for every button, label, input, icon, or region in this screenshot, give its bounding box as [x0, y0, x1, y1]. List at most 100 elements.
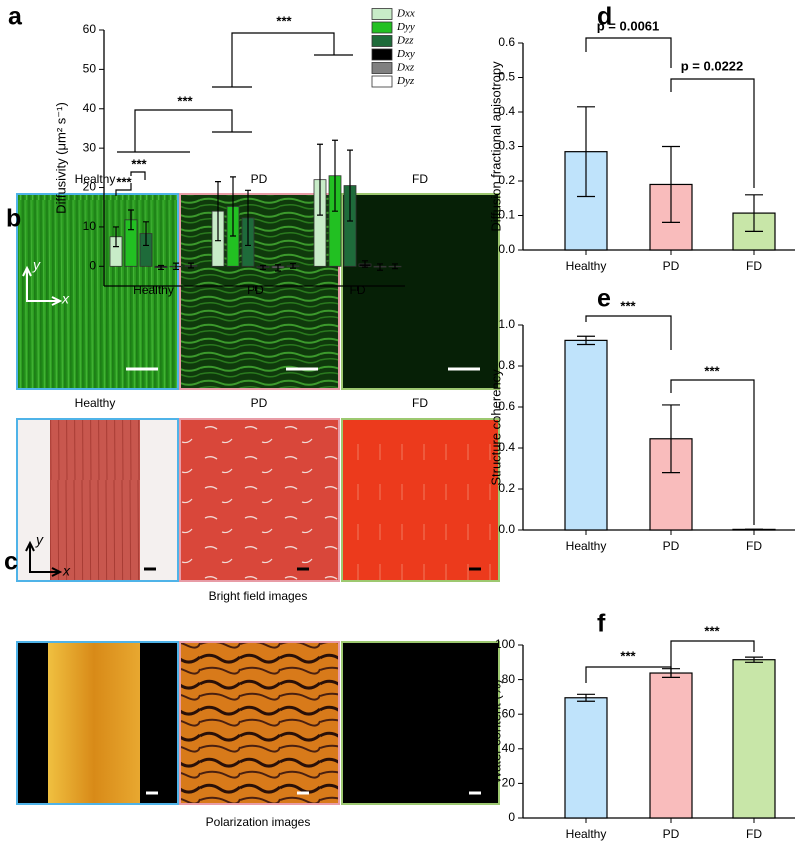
x-tick-label: FD: [746, 259, 762, 273]
significance-label: ***: [620, 648, 636, 663]
x-tick-label: FD: [350, 283, 366, 297]
panel-letter: f: [597, 610, 606, 638]
y-tick-label: 20: [83, 180, 97, 194]
x-tick-label: PD: [663, 259, 680, 273]
significance-bracket: [117, 109, 252, 153]
legend-swatch: [371, 8, 393, 20]
significance-bracket: [130, 171, 146, 180]
significance-bracket: [670, 379, 755, 525]
significance-bracket: [115, 183, 132, 196]
chart-d: d 0.0 0.1 0.2 0.3 0.4 0.5 0.6 Diffusion fraction…: [488, 3, 795, 273]
image-panel-c-part: [179, 641, 340, 805]
image-panel-b-part: [22, 265, 63, 306]
column-label: FD: [412, 396, 428, 410]
error-bar: [577, 693, 595, 702]
y-tick-label: 80: [502, 672, 516, 686]
error-bar: [158, 264, 164, 271]
panel-letter: d: [597, 3, 612, 31]
y-tick-label: 0.0: [498, 522, 515, 536]
y-tick-label: 0.6: [498, 399, 515, 413]
significance-bracket: [585, 666, 672, 683]
legend-label: Dzz: [396, 35, 414, 47]
significance-label: ***: [177, 93, 193, 108]
column-label: PD: [251, 396, 268, 410]
significance-label: ***: [131, 156, 147, 171]
significance-label: ***: [116, 174, 132, 189]
column-label: Healthy: [75, 396, 116, 410]
error-bar: [173, 262, 179, 271]
significance-label: ***: [704, 363, 720, 378]
error-bar: [317, 143, 323, 216]
error-bar: [662, 145, 680, 223]
significance-bracket: [585, 37, 672, 68]
y-tick-label: 0.0: [498, 242, 515, 256]
error-bar: [745, 194, 763, 232]
error-bar: [260, 264, 266, 271]
y-tick-label: 40: [83, 101, 97, 115]
error-bar: [143, 221, 149, 247]
y-tick-label: 0: [89, 258, 96, 272]
y-tick-label: 40: [502, 741, 516, 755]
x-tick-label: PD: [663, 539, 680, 553]
error-bar: [577, 106, 595, 198]
y-tick-label: 0.8: [498, 358, 515, 372]
y-tick-label: 0.1: [498, 208, 515, 222]
x-tick-label: FD: [746, 539, 762, 553]
row-caption: Polarization images: [206, 815, 311, 829]
y-tick-label: 1.0: [498, 317, 515, 331]
y-tick-label: 50: [83, 62, 97, 76]
bar: [564, 339, 608, 531]
y-axis-label: Diffusivity (μm² s⁻¹): [53, 102, 68, 214]
legend-swatch: [371, 21, 393, 34]
bar: [649, 672, 693, 819]
significance-label: ***: [276, 13, 292, 28]
axis-letter: x: [61, 291, 70, 307]
y-axis-label: Water content (%): [488, 679, 503, 783]
x-tick-label: Healthy: [566, 259, 607, 273]
significance-label: p = 0.0222: [681, 58, 744, 73]
chart-e: e 0.0 0.2 0.4 0.6 0.8 1.0 Structure coherency He…: [488, 285, 795, 553]
legend-swatch: [371, 62, 393, 74]
x-tick-label: Healthy: [133, 283, 174, 297]
image-panel-c-part: [50, 420, 140, 580]
y-tick-label: 0.6: [498, 35, 515, 49]
y-tick-label: 0: [508, 810, 515, 824]
bar: [732, 659, 776, 819]
y-tick-label: 30: [83, 140, 97, 154]
y-tick-label: 100: [495, 637, 515, 651]
error-bar: [332, 139, 338, 212]
x-tick-label: Healthy: [566, 827, 607, 841]
image-panel-c-part: [341, 418, 500, 582]
x-tick-label: PD: [247, 283, 264, 297]
error-bar: [392, 263, 398, 270]
significance-label: ***: [620, 298, 636, 313]
error-bar: [377, 263, 383, 271]
chart-a: a 0 10 20 30 40 50 60 Diffusivity (μm² s⁻¹) Healt…: [8, 3, 415, 298]
legend-swatch: [371, 35, 393, 47]
y-tick-label: 0.3: [498, 139, 515, 153]
significance-bracket: [212, 32, 353, 88]
error-bar: [245, 189, 251, 247]
legend-swatch: [371, 75, 393, 88]
significance-label: p = 0.0061: [597, 18, 660, 33]
y-tick-label: 20: [502, 776, 516, 790]
error-bar: [362, 260, 368, 268]
error-bar: [347, 149, 353, 222]
panel-letter: c: [4, 548, 18, 576]
column-label: FD: [412, 172, 428, 186]
error-bar: [275, 264, 281, 272]
axis-letter: y: [32, 257, 41, 273]
error-bar: [745, 656, 763, 663]
image-panel-b-part: [16, 193, 179, 390]
axis-letter: x: [62, 563, 71, 579]
legend-swatch: [371, 48, 393, 61]
legend-label: Dyy: [396, 21, 415, 33]
error-bar: [662, 404, 680, 474]
y-tick-label: 0.4: [498, 104, 515, 118]
significance-bracket: [670, 640, 755, 668]
error-bar: [290, 262, 296, 269]
error-bar: [128, 209, 134, 231]
x-tick-label: FD: [746, 827, 762, 841]
